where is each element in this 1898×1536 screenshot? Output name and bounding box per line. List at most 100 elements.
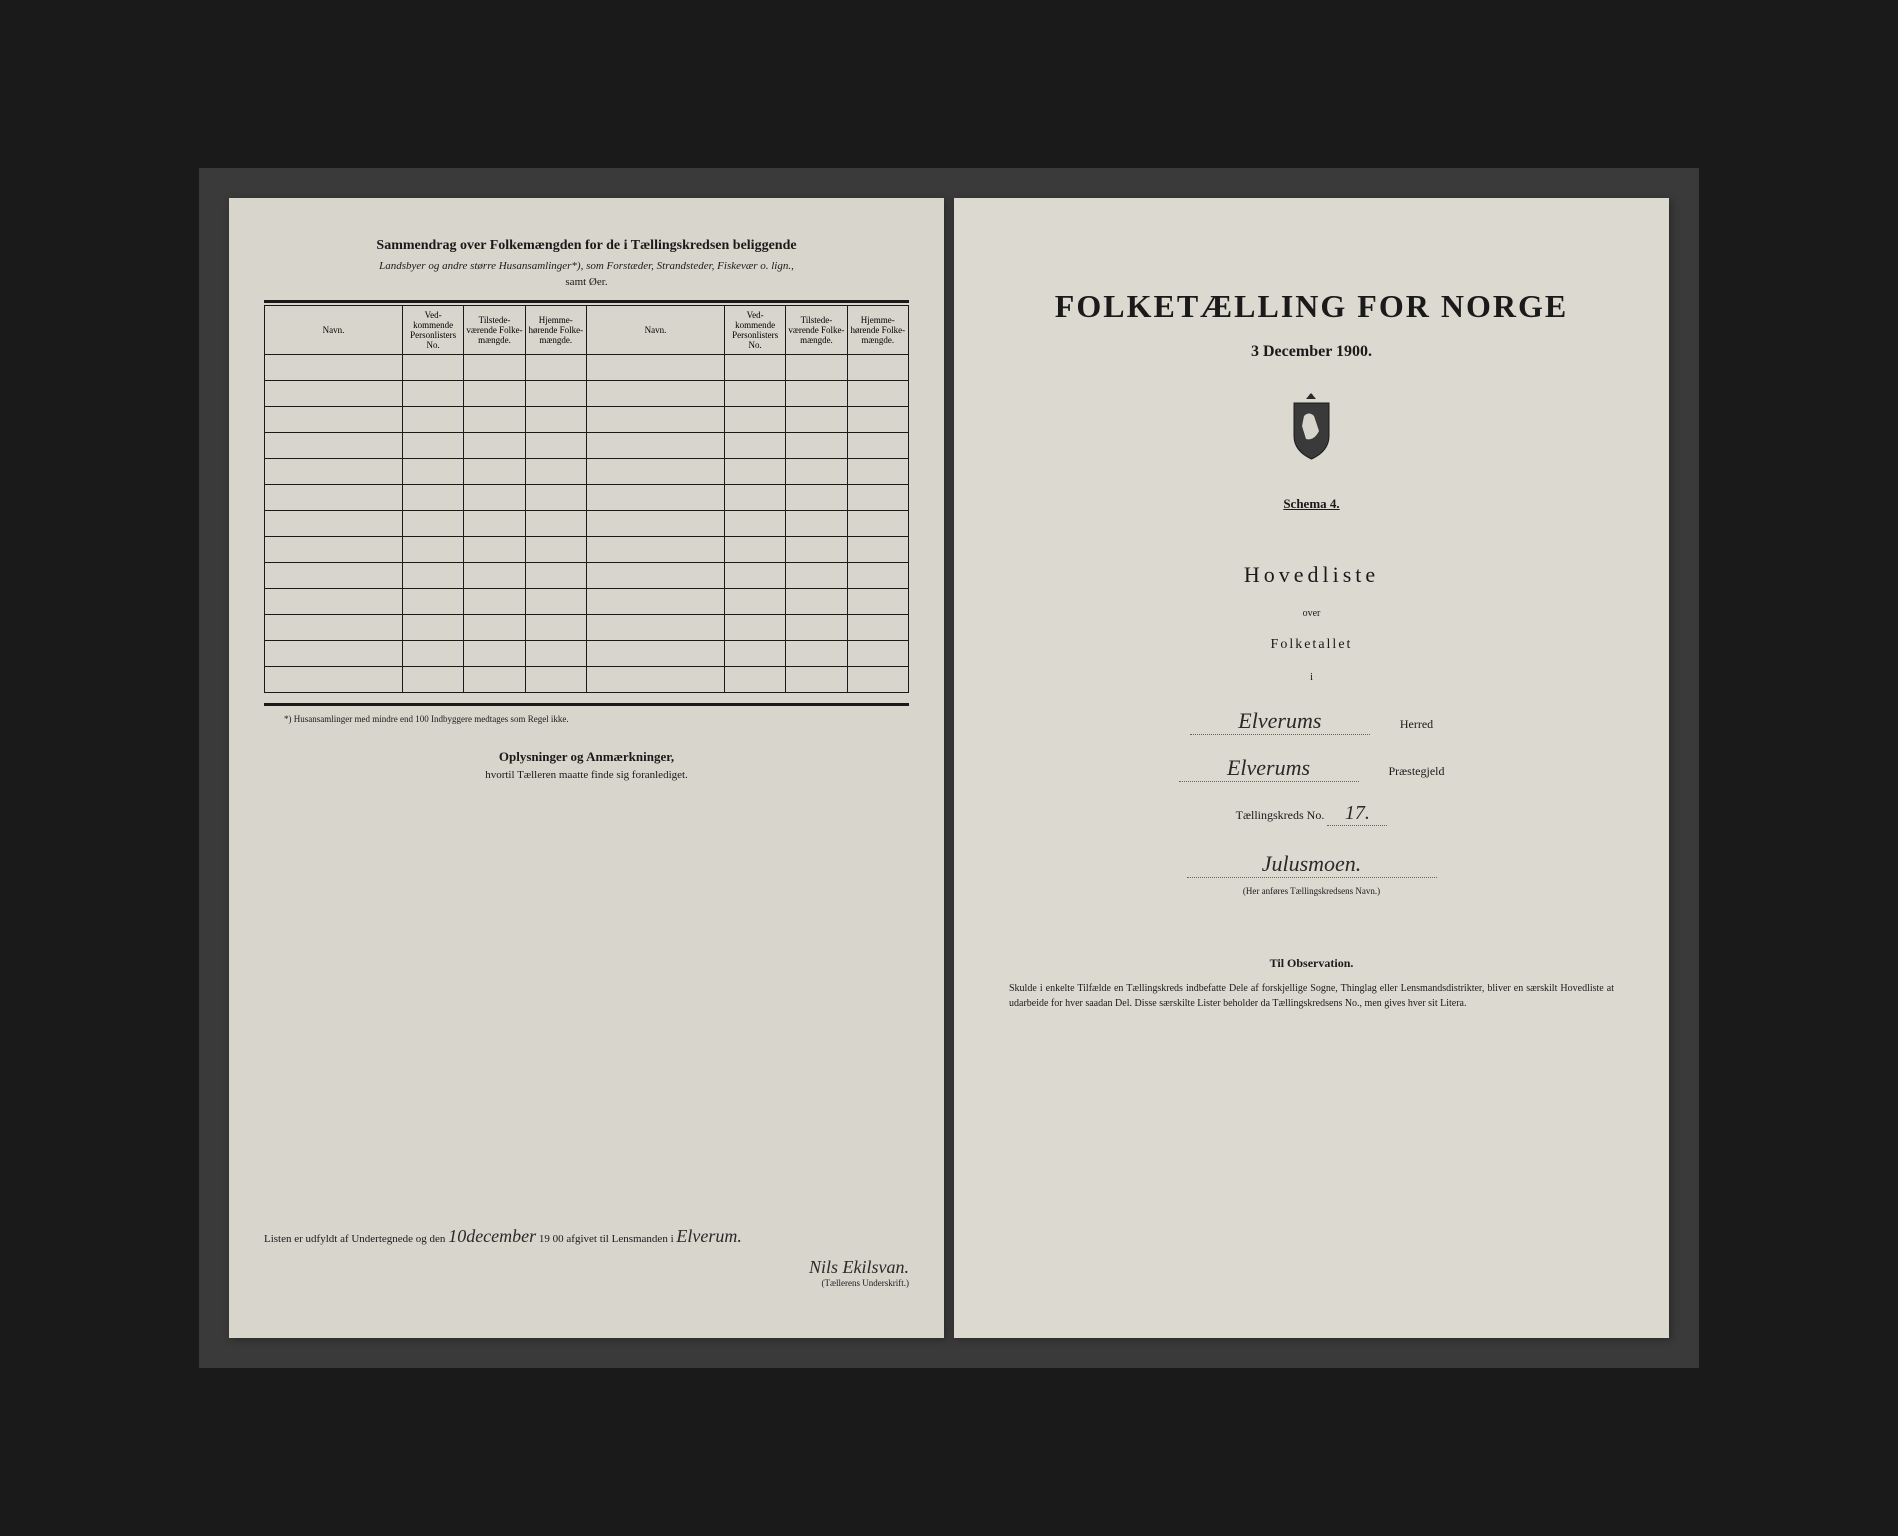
table-cell <box>464 355 525 381</box>
table-cell <box>525 537 586 563</box>
summary-subtitle: Landsbyer og andre større Husansamlinger… <box>264 260 909 272</box>
table-row <box>265 537 909 563</box>
table-cell <box>786 641 847 667</box>
table-cell <box>847 485 908 511</box>
th-vedkommende-2: Ved-kommende Personlisters No. <box>724 306 785 355</box>
table-cell <box>402 511 463 537</box>
herred-value: Elverums <box>1190 708 1370 735</box>
table-row <box>265 433 909 459</box>
table-cell <box>265 563 403 589</box>
over-label: over <box>989 608 1634 619</box>
table-cell <box>265 459 403 485</box>
listen-line: Listen er udfyldt af Undertegnede og den… <box>264 1226 909 1247</box>
prestegjeld-row: Elverums Præstegjeld <box>989 755 1634 782</box>
table-row <box>265 641 909 667</box>
table-cell <box>847 537 908 563</box>
table-row <box>265 563 909 589</box>
table-cell <box>786 485 847 511</box>
table-cell <box>786 433 847 459</box>
table-cell <box>586 433 724 459</box>
table-cell <box>586 563 724 589</box>
table-cell <box>402 433 463 459</box>
table-cell <box>847 511 908 537</box>
kreds-caption: (Her anføres Tællingskredsens Navn.) <box>989 886 1634 896</box>
table-row <box>265 589 909 615</box>
table-cell <box>786 511 847 537</box>
table-cell <box>724 485 785 511</box>
table-cell <box>586 459 724 485</box>
table-cell <box>402 459 463 485</box>
table-cell <box>847 615 908 641</box>
table-cell <box>402 381 463 407</box>
table-cell <box>847 641 908 667</box>
table-cell <box>265 485 403 511</box>
prestegjeld-label: Præstegjeld <box>1389 764 1445 779</box>
footnote: *) Husansamlinger med mindre end 100 Ind… <box>264 714 909 724</box>
main-title: FOLKETÆLLING FOR NORGE <box>989 288 1634 325</box>
th-hjemme-1: Hjemme-hørende Folke-mængde. <box>525 306 586 355</box>
summary-tbody <box>265 355 909 693</box>
table-cell <box>724 537 785 563</box>
table-cell <box>786 537 847 563</box>
table-cell <box>464 381 525 407</box>
table-cell <box>464 537 525 563</box>
table-row <box>265 459 909 485</box>
right-page: FOLKETÆLLING FOR NORGE 3 December 1900. … <box>954 198 1669 1338</box>
table-cell <box>724 511 785 537</box>
folketallet: Folketallet <box>989 637 1634 653</box>
table-cell <box>586 407 724 433</box>
table-cell <box>464 641 525 667</box>
table-cell <box>586 485 724 511</box>
table-cell <box>265 433 403 459</box>
table-cell <box>265 511 403 537</box>
th-tilstede-2: Tilstede-værende Folke-mængde. <box>786 306 847 355</box>
table-cell <box>586 381 724 407</box>
table-row <box>265 667 909 693</box>
table-cell <box>525 667 586 693</box>
table-bottom-rule <box>264 703 909 706</box>
document-spread: Sammendrag over Folkemængden for de i Tæ… <box>199 168 1699 1368</box>
left-page: Sammendrag over Folkemængden for de i Tæ… <box>229 198 944 1338</box>
table-cell <box>847 563 908 589</box>
hovedliste: Hovedliste <box>989 562 1634 588</box>
table-cell <box>525 641 586 667</box>
table-cell <box>586 511 724 537</box>
th-tilstede-1: Tilstede-værende Folke-mængde. <box>464 306 525 355</box>
table-cell <box>724 563 785 589</box>
table-cell <box>402 563 463 589</box>
table-cell <box>402 407 463 433</box>
table-cell <box>847 459 908 485</box>
signature: Nils Ekilsvan. <box>809 1257 909 1277</box>
table-row <box>265 407 909 433</box>
table-cell <box>586 537 724 563</box>
listen-date: 10december <box>448 1226 536 1246</box>
listen-text-2: 19 00 afgivet til Lensmanden i <box>539 1233 674 1245</box>
bottom-section: Listen er udfyldt af Undertegnede og den… <box>264 1226 909 1288</box>
oplysninger-subtitle: hvortil Tælleren maatte finde sig foranl… <box>264 769 909 781</box>
table-cell <box>525 355 586 381</box>
table-cell <box>847 667 908 693</box>
table-cell <box>464 563 525 589</box>
signature-caption: (Tællerens Underskrift.) <box>264 1278 909 1288</box>
table-cell <box>786 459 847 485</box>
th-hjemme-2: Hjemme-hørende Folke-mængde. <box>847 306 908 355</box>
table-cell <box>786 407 847 433</box>
table-cell <box>724 433 785 459</box>
herred-row: Elverums Herred <box>989 708 1634 735</box>
i-char: i <box>989 671 1634 683</box>
table-cell <box>586 615 724 641</box>
table-cell <box>265 641 403 667</box>
observation-text: Skulde i enkelte Tilfælde en Tællingskre… <box>989 981 1634 1011</box>
table-cell <box>265 407 403 433</box>
table-cell <box>525 589 586 615</box>
table-cell <box>525 381 586 407</box>
table-cell <box>724 355 785 381</box>
table-cell <box>464 615 525 641</box>
table-cell <box>724 667 785 693</box>
table-cell <box>525 615 586 641</box>
table-cell <box>847 355 908 381</box>
table-cell <box>724 589 785 615</box>
table-cell <box>786 563 847 589</box>
table-row <box>265 485 909 511</box>
table-cell <box>265 667 403 693</box>
